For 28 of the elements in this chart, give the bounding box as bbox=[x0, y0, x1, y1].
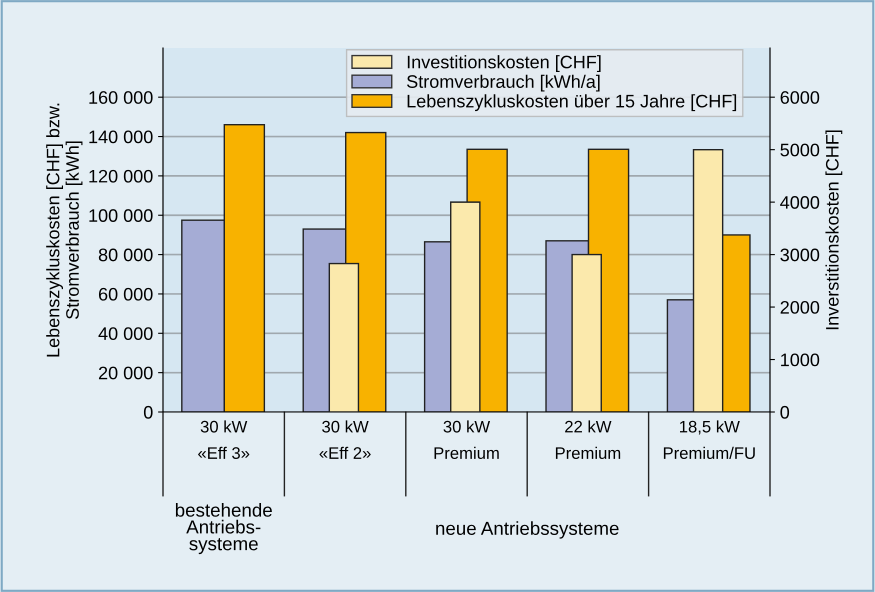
y2-tick-label: 2000 bbox=[780, 301, 820, 314]
y2-axis-title: Inverstitionskosten [CHF] bbox=[825, 130, 842, 330]
y-tick-label: 80 000 bbox=[98, 248, 153, 262]
y-tick-label: 160 000 bbox=[89, 91, 153, 104]
x-tick-label: 22 kW Premium bbox=[556, 420, 620, 459]
y2-tick-label: 5000 bbox=[780, 144, 820, 156]
y-tick-label: 60 000 bbox=[98, 288, 153, 301]
y2-tick-label: 4000 bbox=[780, 196, 820, 209]
text: bestehende Antriebs- systeme bbox=[176, 503, 272, 554]
y-tick-label: 40 000 bbox=[98, 327, 153, 340]
legend-label: Lebenszykluskosten über 15 Jahre [CHF] bbox=[408, 94, 736, 112]
x-tick-label: 30 kW «Eff 2» bbox=[320, 420, 371, 459]
x-tick-label: 30 kW «Eff 3» bbox=[198, 420, 250, 459]
legend-label: Stromverbrauch [kWh/a] bbox=[407, 74, 600, 92]
text: neue Antriebssysteme bbox=[436, 521, 619, 539]
x-tick-label: 18,5 kW Premium/FU bbox=[664, 420, 755, 459]
y2-tick-label: 3000 bbox=[780, 248, 820, 262]
x-tick-label: 30 kW Premium bbox=[434, 420, 499, 459]
legend-label: Investitionskosten [CHF] bbox=[408, 55, 601, 72]
y-tick-label: 120 000 bbox=[89, 170, 153, 183]
y2-tick-label: 6000 bbox=[780, 91, 820, 104]
y2-tick-label: 1000 bbox=[781, 353, 820, 366]
y-tick-label: 0 bbox=[144, 406, 153, 419]
y-tick-label: 20 000 bbox=[98, 366, 153, 380]
y-tick-label: 140 000 bbox=[89, 130, 153, 144]
y2-tick-label: 0 bbox=[780, 406, 790, 419]
y-axis-title: Lebenszykluskosten [CHF] bzw. Stromverbrauch [kWh] bbox=[46, 104, 82, 356]
y-tick-label: 100 000 bbox=[89, 209, 153, 222]
